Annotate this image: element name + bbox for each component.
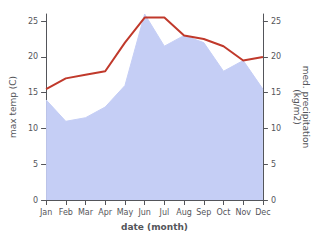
svg-text:Oct: Oct — [217, 208, 231, 217]
svg-text:Nov: Nov — [235, 208, 251, 217]
svg-text:date (month): date (month) — [121, 222, 188, 232]
svg-text:15: 15 — [271, 88, 281, 97]
svg-text:5: 5 — [33, 160, 38, 169]
svg-text:Sep: Sep — [196, 208, 211, 217]
svg-text:Feb: Feb — [59, 208, 73, 217]
svg-text:15: 15 — [28, 88, 38, 97]
svg-text:20: 20 — [28, 52, 38, 61]
svg-text:Apr: Apr — [98, 208, 113, 217]
svg-text:25: 25 — [28, 17, 38, 26]
svg-text:10: 10 — [28, 124, 38, 133]
svg-text:Jul: Jul — [159, 208, 170, 217]
svg-text:med. precipitation: med. precipitation — [300, 65, 311, 149]
svg-text:0: 0 — [271, 196, 276, 205]
svg-text:max temp (C): max temp (C) — [8, 76, 18, 138]
svg-text:5: 5 — [271, 160, 276, 169]
svg-text:Aug: Aug — [176, 208, 192, 217]
svg-text:10: 10 — [271, 124, 281, 133]
svg-text:Mar: Mar — [78, 208, 94, 217]
svg-text:Jan: Jan — [39, 208, 52, 217]
svg-text:May: May — [117, 208, 134, 217]
svg-text:25: 25 — [271, 17, 281, 26]
svg-text:Dec: Dec — [255, 208, 270, 217]
svg-text:(kg/m2): (kg/m2) — [292, 89, 302, 124]
svg-text:20: 20 — [271, 52, 281, 61]
svg-text:0: 0 — [33, 196, 38, 205]
svg-text:Jun: Jun — [137, 208, 151, 217]
